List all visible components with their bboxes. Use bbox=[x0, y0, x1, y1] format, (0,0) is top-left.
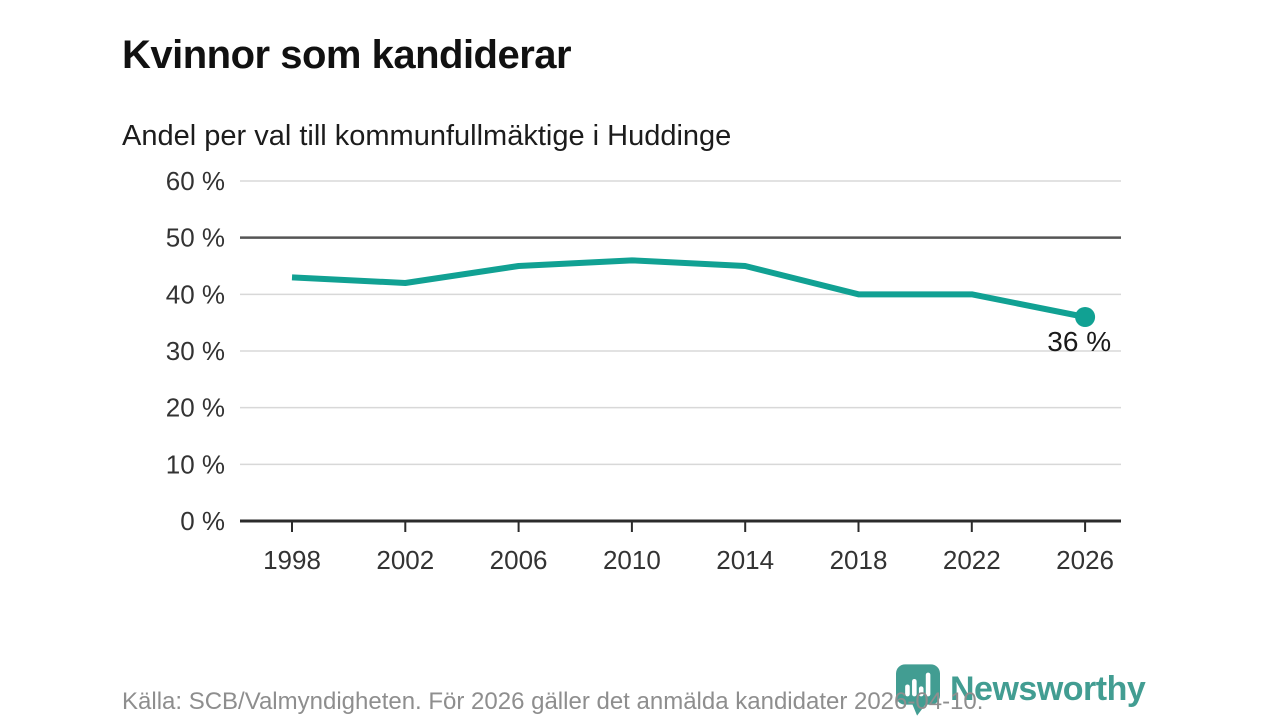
end-point-dot bbox=[1075, 307, 1096, 327]
x-tick-label: 2014 bbox=[716, 545, 774, 575]
x-tick-label: 1998 bbox=[263, 545, 321, 575]
line-chart: 60 % 50 % 40 % 30 % 20 % 10 % 0 % 1998 2002 2006 2… bbox=[130, 160, 1130, 585]
end-point-label: 36 % bbox=[1047, 326, 1111, 357]
y-tick-label: 20 % bbox=[166, 393, 225, 423]
y-tick-label: 60 % bbox=[166, 166, 225, 196]
y-tick-label: 0 % bbox=[180, 506, 225, 536]
line-chart-canvas: 60 % 50 % 40 % 30 % 20 % 10 % 0 % 1998 2002 2006 2… bbox=[166, 166, 1121, 575]
map-pin-bar-chart-icon bbox=[896, 664, 940, 716]
x-tick-label: 2018 bbox=[830, 545, 888, 575]
newsworthy-logo: Newsworthy bbox=[896, 664, 1146, 716]
x-tick-label: 2006 bbox=[490, 545, 548, 575]
data-series-line bbox=[291, 257, 1086, 320]
y-tick-label: 40 % bbox=[166, 279, 225, 309]
source-note: Källa: SCB/Valmyndigheten. För 2026 gäll… bbox=[122, 688, 984, 715]
x-tick-label: 2026 bbox=[1056, 545, 1114, 575]
page-subtitle: Andel per val till kommunfullmäktige i H… bbox=[122, 120, 732, 153]
y-tick-label: 50 % bbox=[166, 223, 225, 253]
y-tick-label: 30 % bbox=[166, 336, 225, 366]
page-title: Kvinnor som kandiderar bbox=[122, 32, 572, 77]
x-tick-label: 2010 bbox=[603, 545, 661, 575]
x-tick-label: 2022 bbox=[943, 545, 1001, 575]
x-tick-label: 2002 bbox=[376, 545, 434, 575]
brand-name: Newsworthy bbox=[950, 670, 1146, 708]
y-tick-label: 10 % bbox=[166, 449, 225, 479]
